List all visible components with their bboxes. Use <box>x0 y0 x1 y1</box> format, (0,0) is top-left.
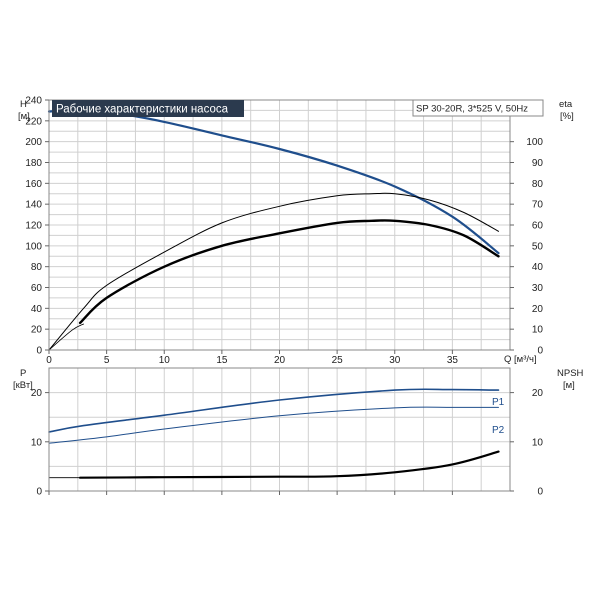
series-line-0-2 <box>78 219 500 325</box>
y-left-tick-label: 40 <box>31 304 43 315</box>
model-box-border <box>412 99 544 117</box>
y-right-tick-label: 70 <box>532 200 544 211</box>
x-tick-label: 25 <box>332 355 344 366</box>
x-tick-label: 30 <box>389 355 401 366</box>
y-right-tick-label: 20 <box>532 388 544 399</box>
y-right-tick-label: 20 <box>532 304 544 315</box>
series-line-0-1 <box>48 192 499 351</box>
y-left-tick-label: 20 <box>31 388 43 399</box>
p-axis-unit: [кВт] <box>13 380 33 391</box>
series-line-0-3 <box>48 323 84 351</box>
series-layer <box>47 108 500 479</box>
y-right-tick-label: 0 <box>537 487 543 498</box>
y-right-tick-label: 30 <box>532 283 544 294</box>
x-tick-label: 15 <box>216 355 228 366</box>
title-background <box>52 100 244 117</box>
y-right-tick-label: 80 <box>532 179 544 190</box>
y-right-tick-label: 60 <box>532 221 544 232</box>
y-left-tick-label: 240 <box>25 96 42 107</box>
y-left-tick-label: 80 <box>31 262 43 273</box>
x-tick-label: 20 <box>274 355 286 366</box>
x-tick-label: 5 <box>104 355 110 366</box>
y-right-tick-label: 10 <box>532 437 544 448</box>
y-left-tick-label: 220 <box>25 116 42 127</box>
npsh-axis-unit: [м] <box>563 380 575 391</box>
series-line-1-0 <box>48 388 500 433</box>
y-right-tick-label: 100 <box>526 137 543 148</box>
y-left-tick-label: 20 <box>31 325 43 336</box>
y-left-tick-label: 200 <box>25 137 42 148</box>
y-right-unit: [%] <box>560 111 574 122</box>
y-right-label: eta <box>559 99 573 110</box>
y-left-tick-label: 180 <box>25 158 42 169</box>
y-right-tick-label: 10 <box>532 325 544 336</box>
npsh-axis-label: NPSH <box>557 368 584 379</box>
p-axis-label: P <box>20 368 26 379</box>
x-tick-label: 10 <box>159 355 171 366</box>
y-right-tick-label: 50 <box>532 241 544 252</box>
y-right-tick-label: 0 <box>537 346 543 357</box>
y-left-unit: [м] <box>18 111 30 122</box>
x-axis-label: Q [м³/ч] <box>504 354 537 365</box>
y-right-tick-label: 40 <box>532 262 544 273</box>
y-left-tick-label: 10 <box>31 437 43 448</box>
grid-layer <box>49 100 510 491</box>
y-left-tick-label: 60 <box>31 283 43 294</box>
x-tick-label: 35 <box>447 355 459 366</box>
x-tick-label: 0 <box>46 355 52 366</box>
y-left-tick-label: 0 <box>36 487 42 498</box>
title-box: Рабочие характеристики насоса <box>52 100 244 117</box>
model-label: SP 30-20R, 3*525 V, 50Hz <box>416 104 528 115</box>
y-left-tick-label: 0 <box>36 346 42 357</box>
series-line-1-1 <box>48 406 499 444</box>
y-right-tick-label: 90 <box>532 158 544 169</box>
y-left-tick-label: 120 <box>25 221 42 232</box>
series-label-p2: P2 <box>492 425 505 436</box>
model-box: SP 30-20R, 3*525 V, 50Hz <box>412 99 544 117</box>
y-left-label: H <box>20 99 27 110</box>
y-left-tick-label: 160 <box>25 179 42 190</box>
y-left-tick-label: 100 <box>25 241 42 252</box>
series-label-p1: P1 <box>492 397 505 408</box>
series-line-1-2 <box>79 450 500 479</box>
y-left-tick-label: 140 <box>25 200 42 211</box>
tick-layer: 0204060801001201401601802002202400102030… <box>25 96 543 498</box>
chart-title: Рабочие характеристики насоса <box>56 104 229 116</box>
